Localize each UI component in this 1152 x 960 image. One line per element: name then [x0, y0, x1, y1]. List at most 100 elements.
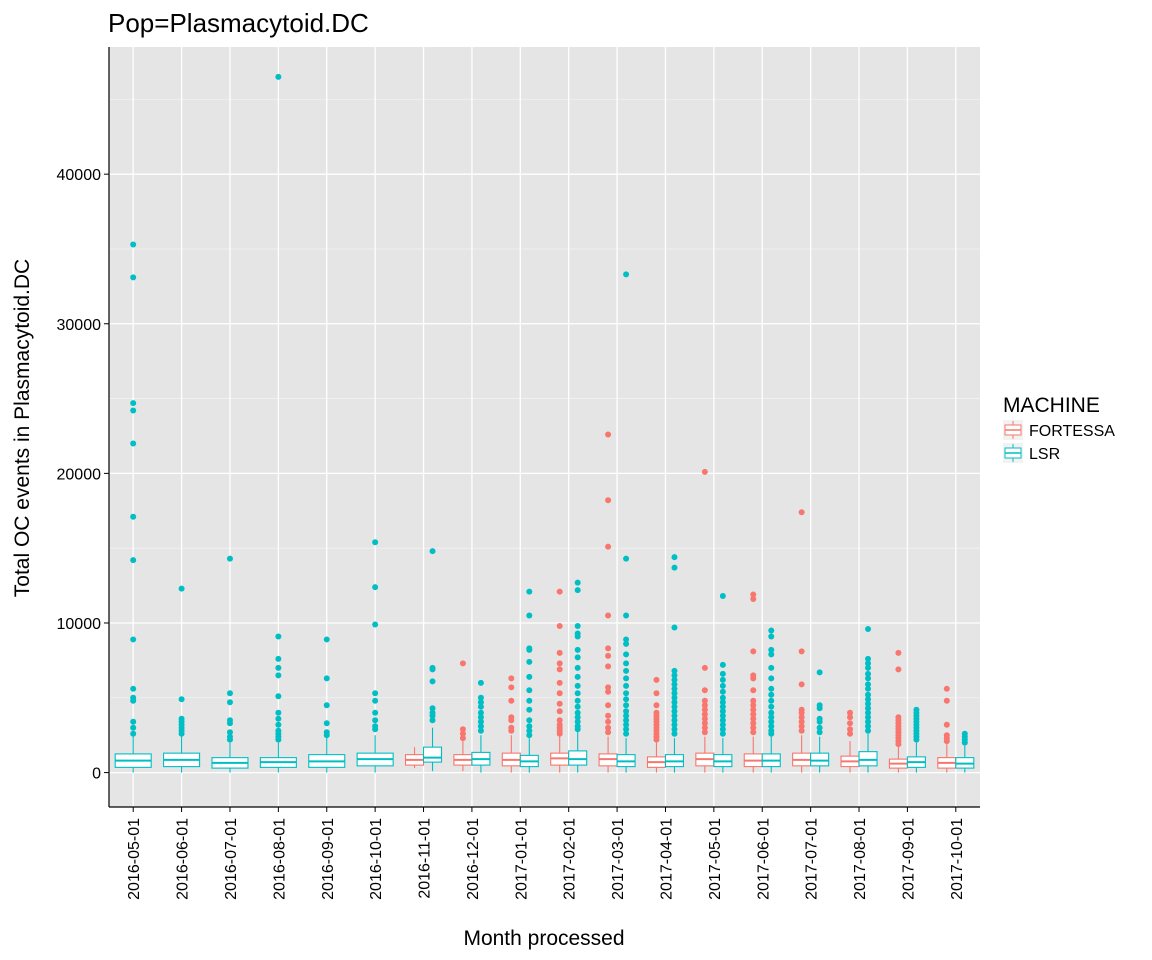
outlier-point — [847, 709, 854, 716]
outlier-point — [943, 697, 950, 704]
outlier-point — [574, 673, 581, 680]
outlier-point — [556, 622, 563, 629]
outlier-point — [865, 655, 872, 662]
outlier-point — [372, 697, 379, 704]
outlier-point — [623, 721, 630, 728]
outlier-point — [671, 690, 678, 697]
outlier-point — [671, 726, 678, 733]
outlier-point — [701, 664, 708, 671]
outlier-point — [574, 646, 581, 653]
outlier-point — [671, 624, 678, 631]
x-tick-label: 2017-09-01 — [900, 818, 917, 900]
box-2016-08-01-lsr — [259, 73, 297, 773]
x-tick-label: 2017-01-01 — [513, 818, 530, 900]
outlier-point — [701, 697, 708, 704]
y-axis-title: Total OC events in Plasmacytoid.DC — [11, 259, 34, 597]
box-2016-06-01-lsr — [163, 585, 201, 773]
x-tick-label: 2016-06-01 — [175, 818, 192, 900]
outlier-point — [526, 723, 533, 730]
outlier-point — [865, 709, 872, 716]
outlier-point — [130, 407, 137, 414]
outlier-point — [750, 697, 757, 704]
outlier-point — [750, 711, 757, 718]
outlier-point — [865, 691, 872, 698]
legend-key-fortessa — [1003, 420, 1023, 440]
y-ticks: 0 10000 20000 30000 40000 — [57, 167, 109, 783]
outlier-point — [130, 718, 137, 725]
outlier-point — [943, 685, 950, 692]
outlier-point — [768, 646, 775, 653]
outlier-point — [226, 690, 233, 697]
outlier-point — [701, 715, 708, 722]
outlier-point — [130, 400, 137, 407]
outlier-point — [574, 579, 581, 586]
outlier-point — [653, 702, 660, 709]
outlier-point — [768, 730, 775, 737]
outlier-point — [323, 675, 330, 682]
box-series — [114, 73, 975, 773]
outlier-point — [623, 271, 630, 278]
box-2016-07-01-lsr — [211, 555, 249, 773]
outlier-point — [671, 717, 678, 724]
legend-label-lsr: LSR — [1029, 446, 1060, 463]
box-2017-08-01-fortessa — [840, 709, 860, 773]
outlier-point — [605, 684, 612, 691]
outlier-point — [719, 670, 726, 677]
outlier-point — [623, 660, 630, 667]
outlier-point — [719, 694, 726, 701]
x-tick-label: 2016-09-01 — [320, 818, 337, 900]
outlier-point — [459, 660, 466, 667]
outlier-point — [574, 726, 581, 733]
box-2016-12-01-lsr — [471, 679, 491, 773]
outlier-point — [719, 676, 726, 683]
outlier-point — [178, 585, 185, 592]
outlier-point — [178, 696, 185, 703]
outlier-point — [719, 721, 726, 728]
outlier-point — [768, 633, 775, 640]
outlier-point — [130, 724, 137, 731]
outlier-point — [750, 724, 757, 731]
outlier-point — [477, 703, 484, 710]
outlier-point — [895, 649, 902, 656]
legend-label-fortessa: FORTESSA — [1029, 423, 1115, 440]
outlier-point — [701, 729, 708, 736]
x-tick-label: 2017-02-01 — [562, 818, 579, 900]
outlier-point — [226, 736, 233, 743]
outlier-point — [526, 612, 533, 619]
x-tick-label: 2017-07-01 — [804, 818, 821, 900]
outlier-point — [556, 700, 563, 707]
outlier-point — [768, 675, 775, 682]
outlier-point — [798, 723, 805, 730]
outlier-point — [671, 681, 678, 688]
y-tick-label: 20000 — [57, 466, 102, 483]
outlier-point — [719, 661, 726, 668]
outlier-point — [508, 697, 515, 704]
outlier-point — [429, 705, 436, 712]
outlier-point — [605, 729, 612, 736]
box-body — [568, 750, 588, 766]
outlier-point — [671, 564, 678, 571]
outlier-point — [526, 732, 533, 739]
outlier-point — [429, 548, 436, 555]
outlier-point — [556, 717, 563, 724]
outlier-point — [508, 675, 515, 682]
outlier-point — [671, 676, 678, 683]
outlier-point — [623, 675, 630, 682]
outlier-point — [574, 654, 581, 661]
outlier-point — [750, 702, 757, 709]
outlier-point — [816, 705, 823, 712]
outlier-point — [130, 513, 137, 520]
outlier-point — [816, 669, 823, 676]
outlier-point — [913, 736, 920, 743]
outlier-point — [459, 726, 466, 733]
outlier-point — [798, 727, 805, 734]
outlier-point — [623, 690, 630, 697]
outlier-point — [526, 673, 533, 680]
outlier-point — [574, 709, 581, 716]
outlier-point — [961, 739, 968, 746]
outlier-point — [130, 274, 137, 281]
outlier-point — [653, 736, 660, 743]
outlier-point — [701, 724, 708, 731]
outlier-point — [768, 714, 775, 721]
